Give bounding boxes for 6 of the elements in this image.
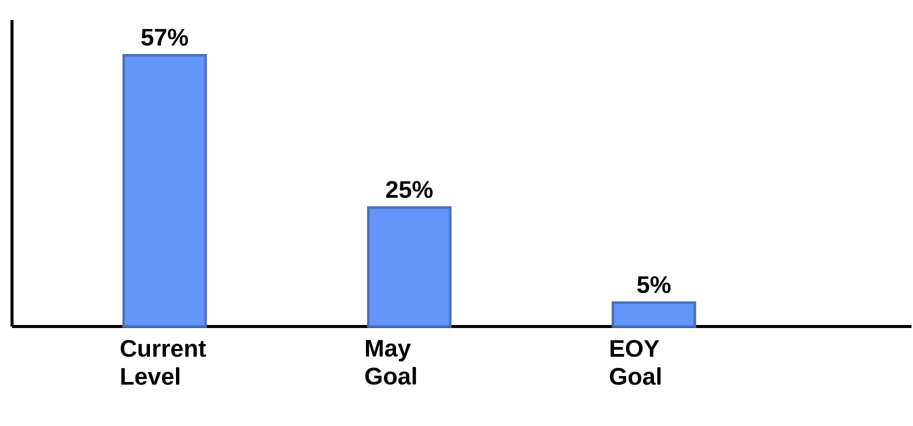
data-label: 57% [141,28,188,46]
x-tick-label: Current Level [120,340,206,385]
x-tick-label: May Goal [365,340,416,384]
x-tick-label: EOY Goal [610,340,661,385]
data-label: 25% [386,180,433,198]
data-label: 5% [637,276,671,293]
